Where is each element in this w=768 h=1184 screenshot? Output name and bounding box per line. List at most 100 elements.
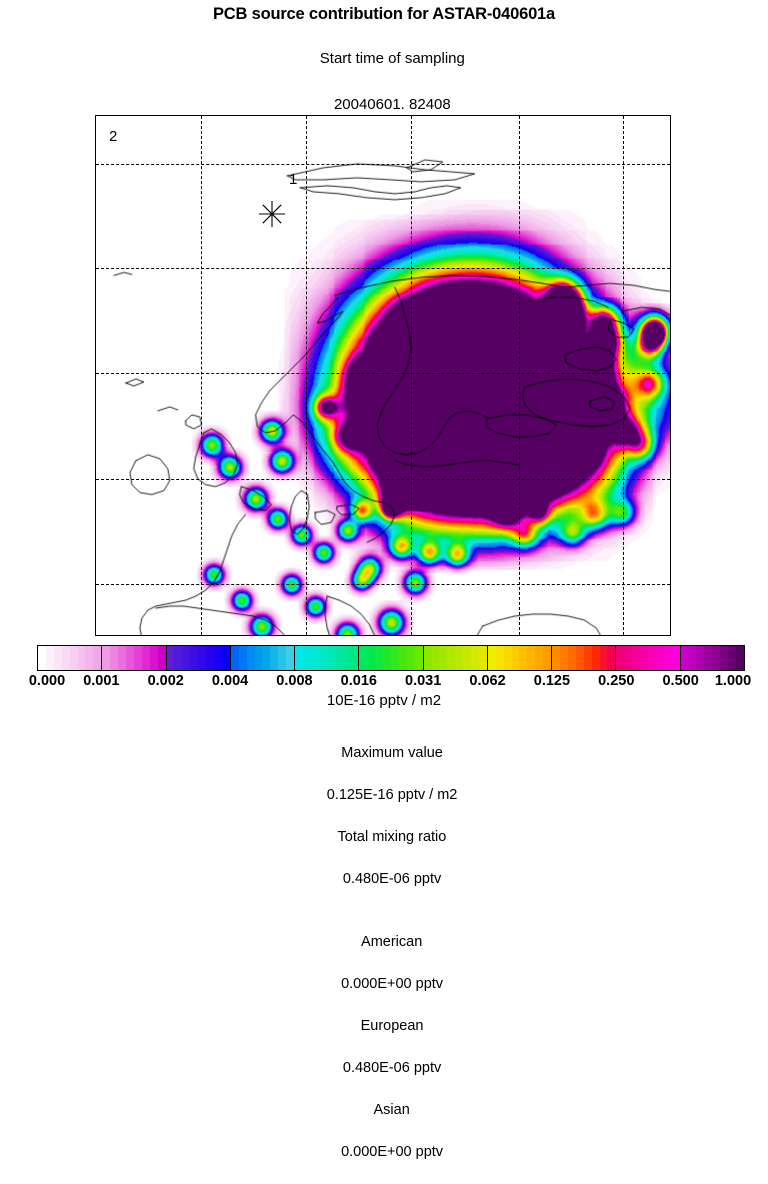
colorbar-step <box>174 646 183 670</box>
colorbar-step <box>599 646 608 670</box>
max-value-label: Maximum value <box>341 745 443 761</box>
colorbar-tick-label: 0.004 <box>211 673 249 689</box>
colorbar-step <box>495 646 504 670</box>
colorbar-step <box>133 646 142 670</box>
colorbar-step <box>624 646 633 670</box>
colorbar-step <box>406 646 415 670</box>
colorbar-segment <box>166 646 231 670</box>
colorbar-step <box>45 646 54 670</box>
colorbar-tick-label: 0.002 <box>147 673 184 689</box>
map-inner-label: 1 <box>289 171 298 188</box>
colorbar-step <box>463 646 472 670</box>
colorbar-step <box>149 646 158 670</box>
colorbar-step <box>728 646 736 670</box>
colorbar-step <box>390 646 399 670</box>
colorbar-step <box>141 646 150 670</box>
colorbar-step <box>302 646 311 670</box>
colorbar-step <box>118 646 126 670</box>
colorbar-step <box>503 646 512 670</box>
colorbar-step <box>671 646 680 670</box>
european-label: European <box>360 1018 424 1034</box>
colorbar-segment <box>295 646 360 670</box>
map-plot-area[interactable]: 2 1 <box>95 115 671 636</box>
colorbar-step <box>110 646 119 670</box>
colorbar-step <box>295 646 303 670</box>
colorbar-step <box>567 646 576 670</box>
colorbar-step <box>350 646 359 670</box>
colorbar-step <box>238 646 247 670</box>
colorbar-tick-label: 0.000 <box>28 673 66 689</box>
colorbar-step <box>77 646 86 670</box>
european-value: 0.480E-06 pptv <box>342 1060 442 1076</box>
total-mixing-label: Total mixing ratio <box>337 829 447 845</box>
start-time-label: Start time of sampling <box>319 50 465 67</box>
colorbar-step <box>359 646 368 670</box>
colorbar-step <box>511 646 520 670</box>
colorbar-step <box>270 646 279 670</box>
colorbar-step <box>655 646 664 670</box>
colorbar-step <box>527 646 536 670</box>
colorbar-step <box>213 646 222 670</box>
colorbar-tick-label: 0.001 <box>83 673 120 689</box>
colorbar-step <box>310 646 319 670</box>
colorbar-step <box>85 646 94 670</box>
colorbar-segment <box>552 646 617 670</box>
colorbar-step <box>414 646 423 670</box>
colorbar-step <box>583 646 592 670</box>
colorbar-step <box>182 646 191 670</box>
colorbar-step <box>720 646 729 670</box>
colorbar <box>37 645 745 671</box>
colorbar-step <box>375 646 384 670</box>
colorbar-step <box>455 646 464 670</box>
colorbar-step <box>230 646 239 670</box>
colorbar-step <box>535 646 544 670</box>
max-value: 0.125E-16 pptv / m2 <box>326 787 458 803</box>
colorbar-step <box>334 646 343 670</box>
colorbar-segment <box>359 646 424 670</box>
colorbar-tick-label: 0.008 <box>276 673 313 689</box>
colorbar-step <box>487 646 496 670</box>
colorbar-step <box>254 646 263 670</box>
colorbar-step <box>680 646 689 670</box>
footer-block: Maximum value 0.125E-16 pptv / m2 Total … <box>0 722 768 1184</box>
colorbar-step <box>125 646 134 670</box>
colorbar-step <box>342 646 351 670</box>
colorbar-segment <box>423 646 488 670</box>
american-label: American <box>361 934 423 950</box>
colorbar-tick-label: 0.016 <box>340 673 377 689</box>
colorbar-step <box>696 646 705 670</box>
colorbar-step <box>447 646 456 670</box>
colorbar-step <box>93 646 102 670</box>
colorbar-step <box>607 646 616 670</box>
colorbar-segment <box>487 646 553 670</box>
source-breakdown-line: American 0.000E+00 pptv European 0.480E-… <box>0 911 768 1184</box>
colorbar-step <box>246 646 255 670</box>
colorbar-step <box>53 646 62 670</box>
colorbar-gradient-strip <box>37 645 745 671</box>
colorbar-step <box>560 646 568 670</box>
colorbar-step <box>591 646 600 670</box>
colorbar-step <box>640 646 649 670</box>
colorbar-step <box>543 646 552 670</box>
colorbar-segment <box>616 646 681 670</box>
total-mixing-value: 0.480E-06 pptv <box>342 871 442 887</box>
colorbar-step <box>190 646 199 670</box>
release-site-star-icon <box>259 201 285 227</box>
colorbar-segment <box>230 646 296 670</box>
colorbar-unit-label: 10E-16 pptv / m2 <box>326 692 442 709</box>
colorbar-step <box>552 646 561 670</box>
colorbar-step <box>616 646 625 670</box>
colorbar-segment <box>102 646 167 670</box>
concentration-field-heatmap <box>96 116 670 635</box>
colorbar-step <box>423 646 432 670</box>
colorbar-step <box>663 646 672 670</box>
asian-label: Asian <box>373 1102 410 1118</box>
page-title: PCB source contribution for ASTAR-040601… <box>212 5 556 23</box>
colorbar-step <box>383 646 391 670</box>
colorbar-step <box>102 646 111 670</box>
colorbar-tick-label: 0.062 <box>469 673 506 689</box>
colorbar-step <box>519 646 528 670</box>
colorbar-tick-label: 0.500 <box>662 673 699 689</box>
american-value: 0.000E+00 pptv <box>341 976 444 992</box>
colorbar-segment <box>38 646 103 670</box>
